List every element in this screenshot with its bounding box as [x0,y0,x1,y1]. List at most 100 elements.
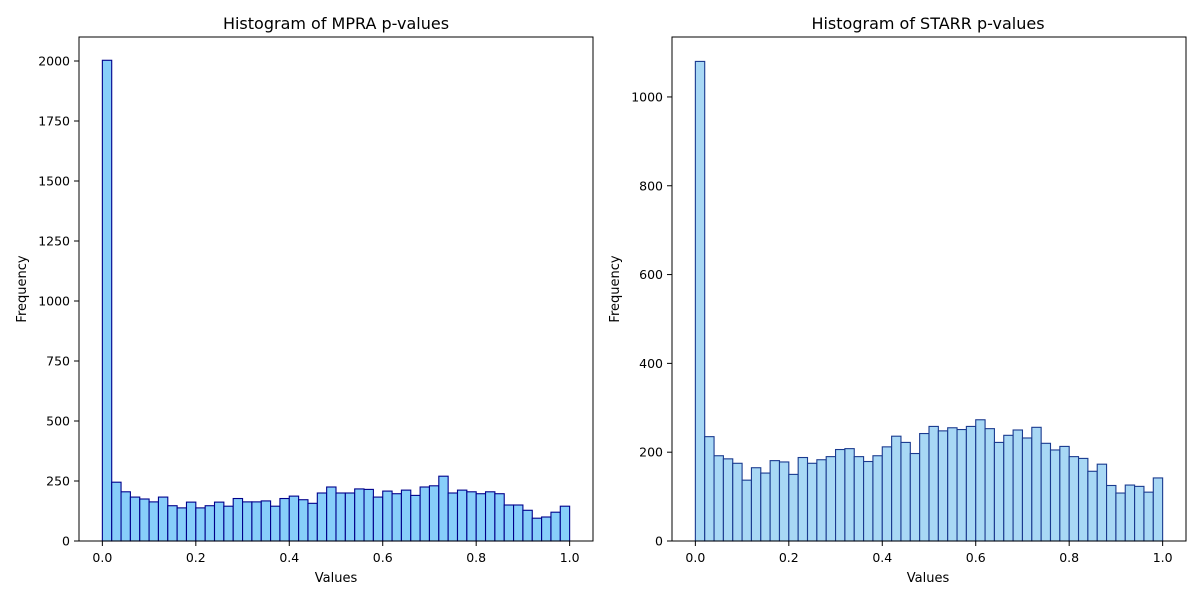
starr-bar [1124,484,1136,542]
starr-bar [750,467,762,542]
starr-x-tick-label: 0.0 [685,550,705,565]
mpra-bar [251,501,262,542]
mpra-bar [447,492,459,542]
starr-bar [1059,445,1070,542]
starr-y-tick-label: 400 [639,356,663,371]
starr-y-tick-label: 1000 [631,89,663,104]
starr-bar [853,456,865,542]
mpra-y-tick-label: 2000 [38,54,70,69]
starr-bars [694,60,1164,542]
starr-bar [1049,449,1061,542]
mpra-bar [372,496,384,542]
mpra-bar [550,511,561,542]
mpra-bar [354,488,365,542]
starr-y-tick-label: 200 [639,445,663,460]
starr-bar [1096,463,1108,542]
starr-bar [1040,442,1052,542]
mpra-bar [484,491,496,542]
starr-bar [694,60,706,542]
starr-bar [760,472,771,542]
mpra-bar [242,501,253,542]
mpra-x-tick-label: 0.0 [92,550,112,565]
mpra-bar [176,507,188,542]
mpra-chart-title: Histogram of MPRA p-values [223,14,449,33]
starr-bar [863,460,874,542]
starr-bar [1031,426,1042,542]
starr-y-ticks: 0 200 400 600 800 1000 [631,89,672,549]
starr-bar [1106,484,1117,542]
starr-bar [1021,437,1033,542]
mpra-bar [223,505,234,542]
starr-bar [1115,492,1126,542]
mpra-histogram-panel: Histogram of MPRA p-values 0 250 500 750 100… [15,14,594,586]
mpra-y-tick-label: 1750 [38,114,70,129]
starr-bar [956,428,967,542]
starr-bar [806,462,818,542]
mpra-bar [419,486,431,542]
mpra-y-tick-label: 1000 [38,294,70,309]
starr-bar [891,435,902,542]
starr-bar [741,479,752,542]
mpra-bar [466,491,477,542]
starr-bar [1003,434,1014,542]
mpra-bar [129,496,141,542]
mpra-bars [101,59,571,542]
starr-bar [788,473,799,542]
mpra-x-tick-label: 0.2 [186,550,206,565]
mpra-bar [195,507,206,542]
mpra-bar [363,488,374,542]
mpra-x-tick-label: 0.8 [466,550,486,565]
starr-bar [909,452,921,542]
mpra-bar [185,501,197,542]
starr-bar [984,428,995,542]
starr-plot-frame [671,36,1187,542]
starr-bar [919,432,930,542]
mpra-bar [288,495,300,542]
mpra-y-tick-label: 250 [46,474,70,489]
mpra-bar [101,59,113,542]
starr-x-tick-label: 0.4 [872,550,892,565]
starr-bar [722,458,734,542]
starr-y-tick-label: 0 [655,534,663,549]
mpra-x-tick-label: 0.6 [373,550,393,565]
starr-bar [778,461,790,542]
starr-x-ticks: 0.0 0.2 0.4 0.6 0.8 1.0 [685,541,1173,565]
mpra-bar [382,490,393,542]
starr-bar [900,441,911,542]
starr-y-tick-label: 600 [639,267,663,282]
mpra-bar [111,481,122,542]
mpra-x-tick-label: 1.0 [560,550,580,565]
mpra-bar [475,493,487,542]
starr-bar [1068,456,1080,542]
mpra-bar [307,502,318,542]
starr-bar [1077,457,1089,542]
starr-bar [1152,477,1164,542]
mpra-bar [120,491,131,542]
starr-bar [834,448,846,542]
mpra-y-tick-label: 1250 [38,234,70,249]
starr-y-axis-label: Frequency [608,255,623,322]
starr-bar [881,446,893,542]
starr-bar [947,427,958,542]
starr-bar [1012,429,1024,542]
mpra-x-ticks: 0.0 0.2 0.4 0.6 0.8 1.0 [92,541,580,565]
mpra-bar [391,493,402,542]
mpra-bar [522,509,533,542]
mpra-y-tick-label: 1500 [38,174,70,189]
mpra-bar [438,475,449,542]
starr-bar [975,419,986,542]
mpra-bar [270,505,281,542]
mpra-bar [316,492,328,542]
starr-bar [993,441,1005,542]
starr-bar [937,430,949,542]
mpra-y-tick-label: 0 [62,534,70,549]
starr-chart-title: Histogram of STARR p-values [811,14,1044,33]
mpra-bar [344,492,356,542]
mpra-bar [494,493,505,542]
mpra-bar [541,516,552,542]
mpra-bar [503,504,515,542]
mpra-x-axis-label: Values [315,571,358,586]
starr-bar [1134,485,1145,542]
starr-bar [965,425,977,542]
